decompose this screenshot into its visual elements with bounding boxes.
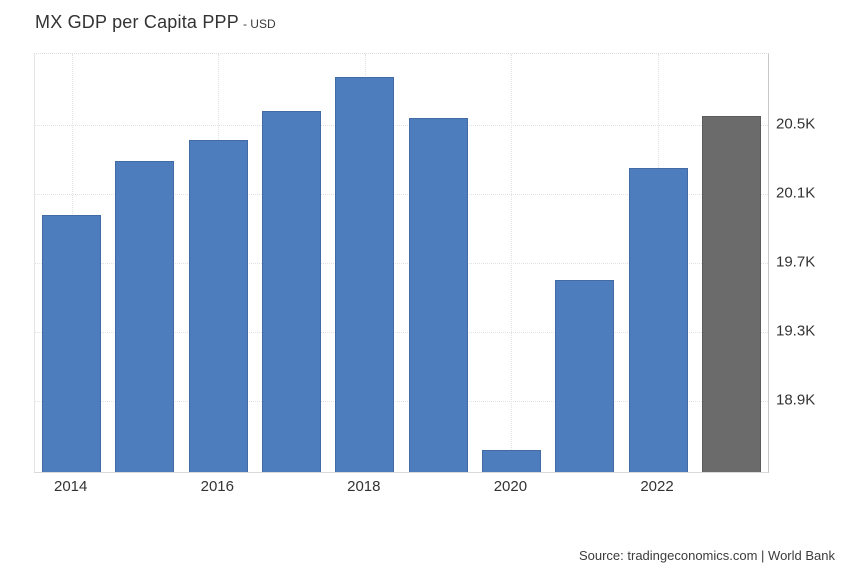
- bar-2020[interactable]: [481, 449, 541, 472]
- x-tick-label-2016: 2016: [200, 478, 234, 495]
- bar-2023[interactable]: [701, 116, 761, 472]
- bar-2022[interactable]: [628, 168, 688, 472]
- chart-title: MX GDP per Capita PPP - USD: [35, 12, 276, 33]
- plot-area: [34, 53, 769, 473]
- h-gridline-18.9K: [35, 401, 768, 403]
- y-tick-label-20.1K: 20.1K: [776, 184, 816, 202]
- bar-2018[interactable]: [335, 76, 395, 472]
- bar-2017[interactable]: [262, 111, 321, 472]
- h-gridline-19.3K: [35, 332, 768, 334]
- bar-2015[interactable]: [115, 161, 175, 472]
- y-tick-label-18.9K: 18.9K: [776, 391, 816, 409]
- y-tick-label-19.7K: 19.7K: [776, 253, 816, 271]
- bar-2014[interactable]: [42, 214, 102, 472]
- x-tick-label-2018: 2018: [347, 478, 381, 495]
- bar-2016[interactable]: [188, 140, 248, 472]
- x-tick-label-2020: 2020: [493, 478, 528, 495]
- h-gridline-20.5K: [35, 124, 768, 126]
- h-gridline-19.7K: [35, 263, 768, 264]
- bar-2019[interactable]: [408, 117, 468, 472]
- x-tick-label-2022: 2022: [640, 478, 674, 495]
- bar-2021[interactable]: [555, 280, 615, 472]
- v-gridline-2020: [511, 54, 513, 472]
- chart-title-text: MX GDP per Capita PPP: [35, 12, 239, 32]
- y-tick-label-20.5K: 20.5K: [776, 115, 816, 133]
- x-tick-label-2014: 2014: [54, 478, 88, 495]
- source-attribution: Source: tradingeconomics.com | World Ban…: [578, 548, 835, 563]
- h-gridline-20.1K: [35, 193, 768, 195]
- chart-title-unit: - USD: [242, 17, 276, 31]
- y-tick-label-19.3K: 19.3K: [776, 322, 816, 340]
